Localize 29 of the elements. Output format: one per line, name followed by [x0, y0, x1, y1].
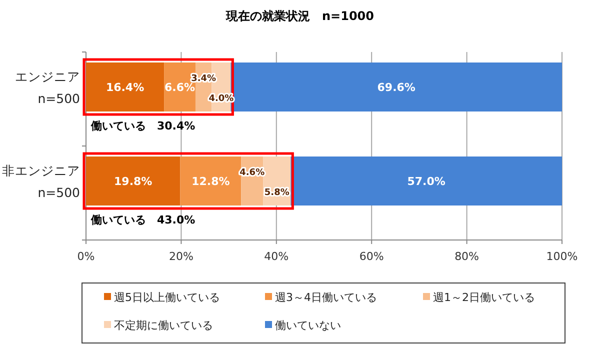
y-tick-label: エンジニア n=500	[15, 69, 80, 106]
bar	[86, 62, 164, 112]
data-label: 57.0%	[407, 175, 446, 188]
data-label: 69.6%	[377, 81, 416, 94]
data-label: 16.4%	[106, 81, 144, 94]
legend-label: 働いていない	[275, 319, 341, 332]
legend-label: 週1～2日働いている	[433, 291, 535, 304]
chart-title: 現在の就業状況 n=1000	[225, 9, 374, 23]
x-tick-label: 80%	[454, 250, 480, 263]
x-tick-label: 20%	[168, 250, 194, 263]
y-tick-label: 非エンジニア n=500	[2, 163, 80, 200]
bar	[180, 156, 242, 206]
x-tick-label: 40%	[264, 250, 289, 263]
data-label: 19.8%	[114, 175, 152, 188]
data-label: 5.8%	[264, 188, 290, 198]
legend-label: 週3～4日働いている	[275, 291, 377, 304]
data-label: 3.4%	[191, 74, 216, 84]
data-label: 6.6%	[164, 81, 196, 94]
data-label: 4.6%	[240, 168, 265, 178]
bar	[290, 156, 562, 206]
x-tick-label: 0%	[77, 250, 95, 263]
annotation: 働いている 30.4%	[90, 120, 196, 132]
data-label: 12.8%	[192, 175, 230, 188]
x-tick-label: 100%	[546, 250, 578, 263]
bar	[86, 156, 180, 206]
legend-label: 不定期に働いている	[114, 319, 213, 332]
x-tick-label: 60%	[359, 250, 384, 263]
annotation: 働いている 43.0%	[90, 214, 196, 226]
legend-label: 週5日以上働いている	[114, 291, 220, 304]
